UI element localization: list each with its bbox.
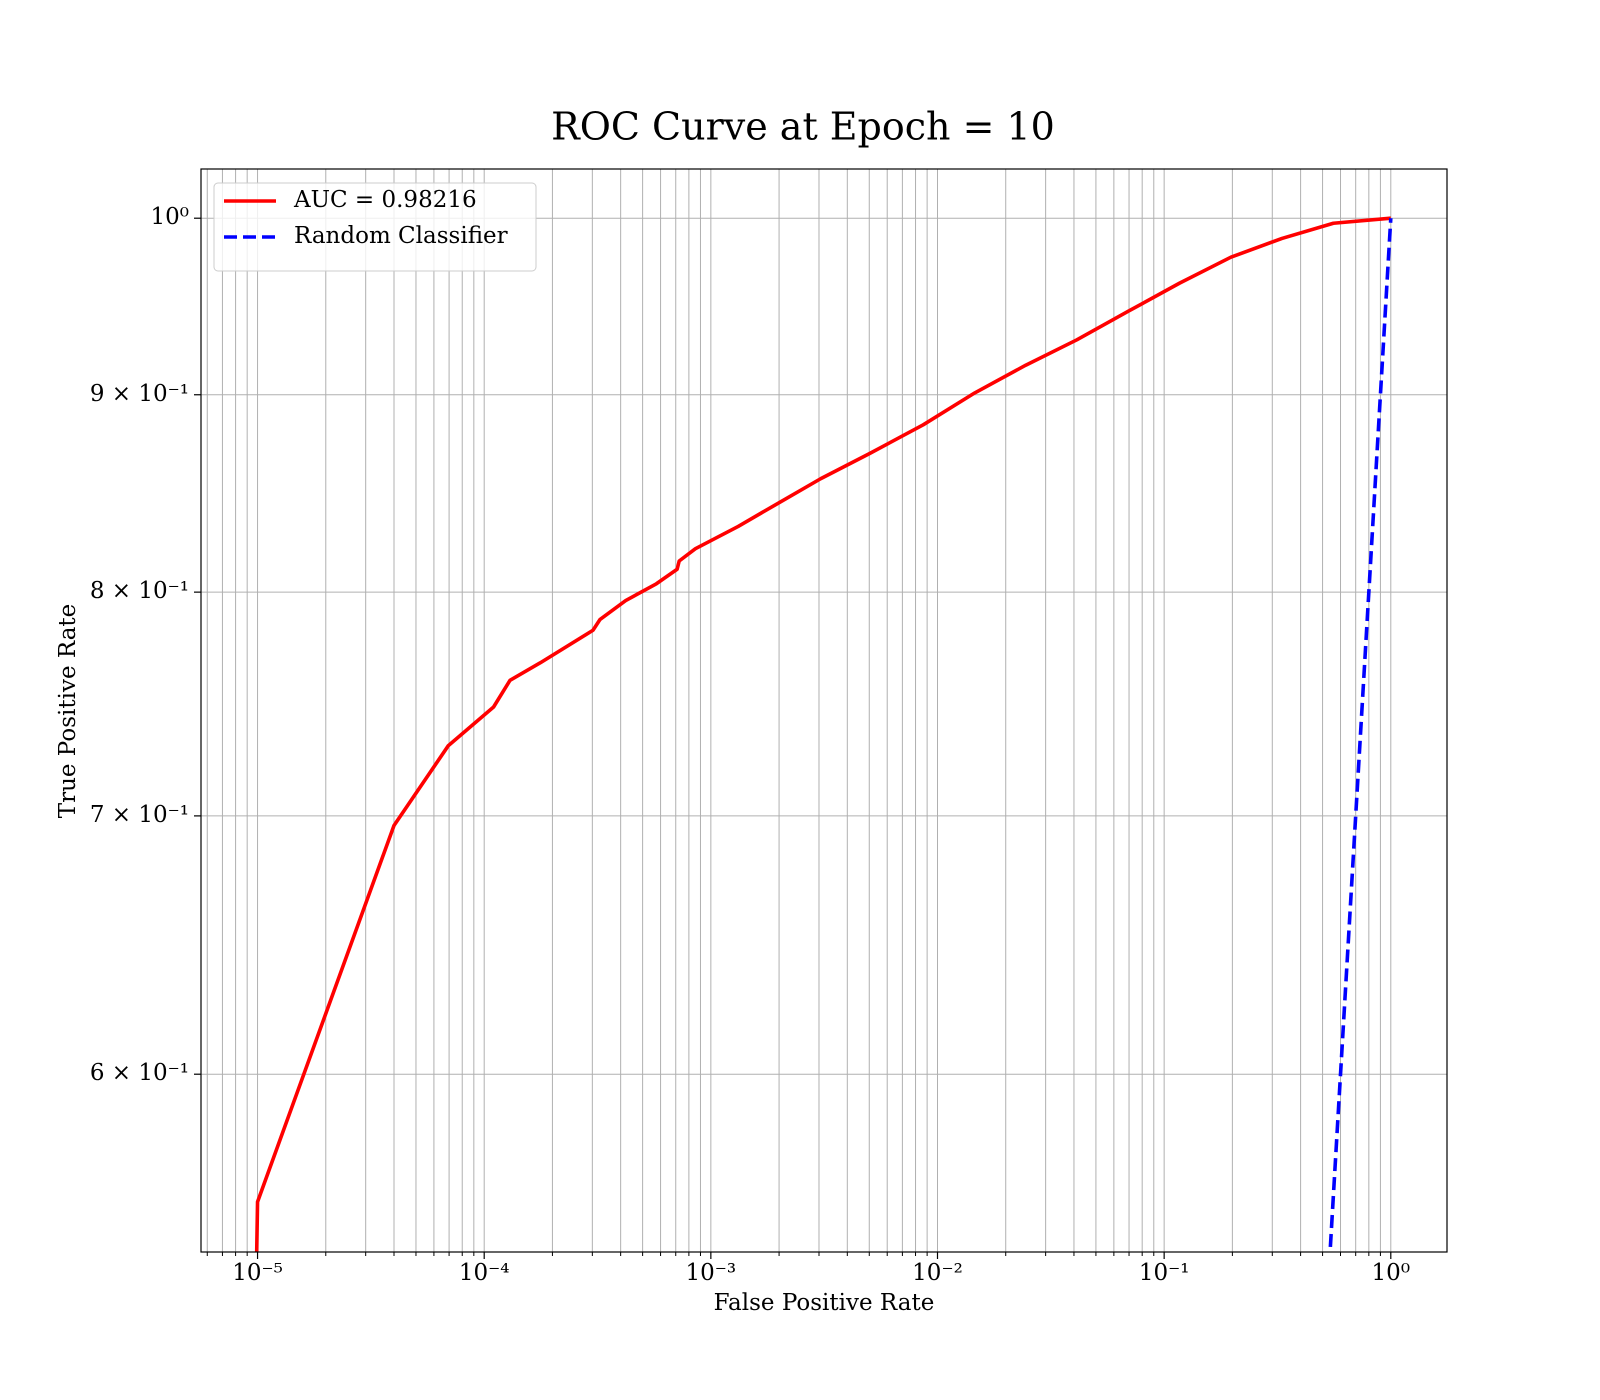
x-axis-label: False Positive Rate xyxy=(714,1290,935,1316)
y-axis-label: True Positive Rate xyxy=(55,604,81,819)
x-tick-label: 10⁻³ xyxy=(686,1260,737,1286)
legend-box xyxy=(213,182,537,272)
y-tick-label: 8 × 10⁻¹ xyxy=(90,578,189,604)
y-tick-label: 6 × 10⁻¹ xyxy=(90,1060,189,1086)
axes: 10⁻⁵ 10⁻⁴ 10⁻³ 10⁻² 10⁻¹ 10⁰ 6 × 10⁻¹ 7 × 10⁻¹ 8… xyxy=(90,204,1410,1286)
grid xyxy=(201,169,1447,1252)
legend: AUC = 0.98216 Random Classifier xyxy=(213,182,537,272)
legend-label: AUC = 0.98216 xyxy=(293,187,477,213)
x-tick-label: 10⁰ xyxy=(1372,1260,1411,1286)
series-line xyxy=(1328,218,1393,1252)
chart-title: ROC Curve at Epoch = 10 xyxy=(551,105,1055,149)
y-tick-label: 7 × 10⁻¹ xyxy=(90,802,189,828)
plot-area xyxy=(254,216,1393,1252)
x-tick-label: 10⁻¹ xyxy=(1139,1260,1190,1286)
legend-label: Random Classifier xyxy=(294,223,508,249)
x-tick-label: 10⁻⁴ xyxy=(459,1260,510,1286)
y-tick-label: 10⁰ xyxy=(151,204,190,230)
x-tick-label: 10⁻⁵ xyxy=(232,1260,283,1286)
series-line xyxy=(254,216,1391,1252)
x-tick-label: 10⁻² xyxy=(912,1260,963,1286)
y-tick-label: 9 × 10⁻¹ xyxy=(90,381,189,407)
plot-frame xyxy=(200,168,1448,1253)
